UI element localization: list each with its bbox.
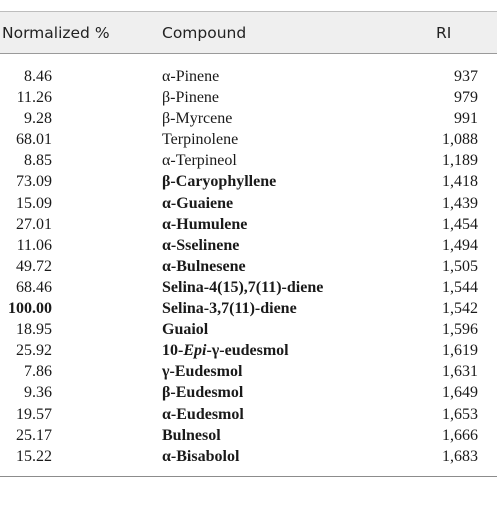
cell-ri: 1,439 (442, 194, 478, 212)
cell-normalized: 15.09 (16, 194, 52, 212)
table-row: 15.22 α-Bisabolol 1,683 (0, 446, 497, 467)
cell-normalized: 11.06 (16, 236, 52, 254)
table-row: 18.95 Guaiol 1,596 (0, 319, 497, 340)
cell-compound: Terpinolene (162, 131, 239, 149)
cell-normalized: 8.85 (24, 152, 52, 170)
cell-normalized: 7.86 (24, 363, 52, 381)
table-row: 8.85 α-Terpineol 1,189 (0, 150, 497, 171)
cell-compound: α-Humulene (162, 215, 248, 233)
cell-ri: 1,088 (442, 131, 478, 149)
cell-compound: γ-Eudesmol (162, 363, 243, 381)
cell-ri: 1,631 (442, 363, 478, 381)
table-row: 25.92 10-Epi-γ-eudesmol 1,619 (0, 340, 497, 361)
cell-compound: β-Myrcene (162, 110, 233, 128)
cell-compound: Selina-3,7(11)-diene (162, 300, 297, 318)
cell-compound: α-Sselinene (162, 236, 240, 254)
cell-ri: 1,454 (442, 215, 478, 233)
table-row: 11.06 α-Sselinene 1,494 (0, 235, 497, 256)
compound-table: Normalized % Compound RI 8.46 α-Pinene 9… (0, 11, 497, 477)
cell-ri: 1,418 (442, 173, 478, 191)
cell-normalized: 100.00 (8, 300, 52, 318)
cell-compound: 10-Epi-γ-eudesmol (162, 340, 289, 361)
cell-normalized: 25.92 (16, 342, 52, 360)
cell-normalized: 68.01 (16, 131, 52, 149)
cell-compound: α-Terpineol (162, 152, 237, 170)
cell-ri: 1,596 (442, 321, 478, 339)
table-row: 9.28 β-Myrcene 991 (0, 108, 497, 129)
cell-ri: 991 (454, 110, 478, 128)
table-row: 8.46 α-Pinene 937 (0, 66, 497, 87)
cell-compound: β-Eudesmol (162, 384, 244, 402)
cell-compound: α-Bulnesene (162, 257, 246, 275)
cell-compound: α-Eudesmol (162, 405, 244, 423)
cell-normalized: 9.36 (24, 384, 52, 402)
table-row: 68.46 Selina-4(15),7(11)-diene 1,544 (0, 277, 497, 298)
cell-compound: Guaiol (162, 321, 209, 339)
cell-normalized: 49.72 (16, 257, 52, 275)
compound-suffix: -γ-eudesmol (206, 342, 289, 360)
cell-compound: Bulnesol (162, 426, 221, 444)
table-row: 9.36 β-Eudesmol 1,649 (0, 382, 497, 403)
header-ri: RI (436, 24, 452, 42)
cell-normalized: 73.09 (16, 173, 52, 191)
table-header: Normalized % Compound RI (0, 11, 497, 54)
cell-ri: 1,649 (442, 384, 478, 402)
cell-compound: α-Guaiene (162, 194, 234, 212)
table-row: 27.01 α-Humulene 1,454 (0, 214, 497, 235)
header-compound: Compound (162, 24, 247, 42)
table-row: 15.09 α-Guaiene 1,439 (0, 193, 497, 214)
table-row: 100.00 Selina-3,7(11)-diene 1,542 (0, 298, 497, 319)
cell-ri: 1,544 (442, 278, 478, 296)
cell-ri: 1,505 (442, 257, 478, 275)
cell-normalized: 9.28 (24, 110, 52, 128)
header-normalized: Normalized % (2, 24, 110, 42)
cell-compound: α-Pinene (162, 68, 220, 85)
cell-ri: 1,619 (442, 342, 478, 360)
cell-compound: β-Caryophyllene (162, 173, 277, 191)
table-row: 25.17 Bulnesol 1,666 (0, 425, 497, 446)
table-row: 19.57 α-Eudesmol 1,653 (0, 404, 497, 425)
cell-ri: 937 (454, 68, 478, 85)
cell-normalized: 27.01 (16, 215, 52, 233)
cell-ri: 1,653 (442, 405, 478, 423)
cell-ri: 1,683 (442, 447, 478, 465)
table-body: 8.46 α-Pinene 937 11.26 β-Pinene 979 9.2… (0, 54, 497, 477)
cell-compound: Selina-4(15),7(11)-diene (162, 278, 324, 296)
cell-normalized: 11.26 (16, 89, 52, 107)
table-row: 73.09 β-Caryophyllene 1,418 (0, 171, 497, 192)
cell-compound: β-Pinene (162, 89, 220, 107)
compound-prefix: 10- (162, 342, 184, 360)
table-row: 11.26 β-Pinene 979 (0, 87, 497, 108)
table-row: 68.01 Terpinolene 1,088 (0, 129, 497, 150)
cell-ri: 1,494 (442, 236, 478, 254)
cell-normalized: 19.57 (16, 405, 52, 423)
cell-compound: α-Bisabolol (162, 447, 240, 465)
cell-ri: 979 (454, 89, 478, 107)
table-row: 7.86 γ-Eudesmol 1,631 (0, 361, 497, 382)
cell-normalized: 68.46 (16, 278, 52, 296)
cell-ri: 1,666 (442, 426, 478, 444)
cell-ri: 1,189 (442, 152, 478, 170)
table-row: 49.72 α-Bulnesene 1,505 (0, 256, 497, 277)
cell-ri: 1,542 (442, 300, 478, 318)
cell-normalized: 25.17 (16, 426, 52, 444)
cell-normalized: 15.22 (16, 447, 52, 465)
compound-italic: Epi (183, 342, 207, 360)
cell-normalized: 18.95 (16, 321, 52, 339)
cell-normalized: 8.46 (24, 68, 52, 85)
